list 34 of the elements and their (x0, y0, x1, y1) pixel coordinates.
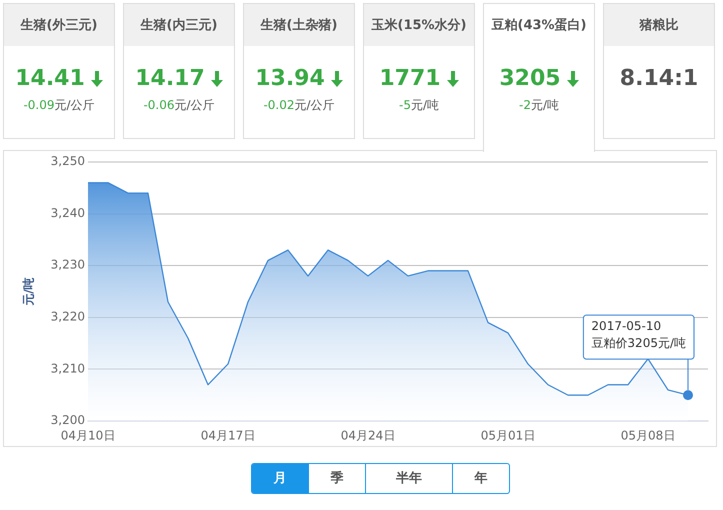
x-tick-label: 04月24日 (340, 428, 396, 442)
y-tick-label: 3,240 (50, 206, 85, 220)
text: 14.17 (135, 66, 205, 91)
text: 生猪(内三元) (124, 4, 234, 46)
text: -0.06元/公斤 (143, 98, 215, 112)
text: 14.41 (15, 66, 85, 91)
y-tick-label: 3,210 (50, 361, 85, 376)
text: 季 (308, 464, 365, 493)
text: -5元/吨 (398, 98, 439, 112)
text: 玉米(15%水分) (364, 4, 474, 46)
y-axis-title: 元/吨 (21, 277, 36, 307)
text: 生猪(土杂猪) (244, 4, 354, 46)
text: 1771 (379, 66, 441, 91)
text: 豆粕(43%蛋白) (484, 4, 594, 46)
y-tick-label: 3,230 (50, 258, 85, 272)
x-tick-label: 04月17日 (200, 428, 256, 442)
x-tick-label: 04月10日 (60, 428, 116, 442)
text: 半年 (365, 464, 452, 493)
text: 8.14:1 (620, 66, 698, 91)
y-tick-label: 3,250 (50, 154, 85, 168)
text: -2元/吨 (518, 98, 559, 112)
y-tick-label: 3,220 (50, 310, 85, 324)
text: 13.94 (255, 66, 325, 91)
text: -0.09元/公斤 (23, 98, 95, 112)
annotation: 2017-05-10 豆粕价3205元/吨 (591, 319, 686, 350)
text: 3205 (499, 66, 561, 91)
x-tick-label: 05月01日 (480, 428, 536, 442)
y-tick-label: 3,200 (50, 413, 85, 428)
text: -0.02元/公斤 (263, 98, 335, 112)
text: 月 (252, 464, 308, 493)
text: 猪粮比 (604, 4, 714, 46)
text: 生猪(外三元) (4, 4, 114, 46)
text: 年 (452, 464, 509, 493)
x-tick-label: 05月08日 (620, 428, 676, 442)
